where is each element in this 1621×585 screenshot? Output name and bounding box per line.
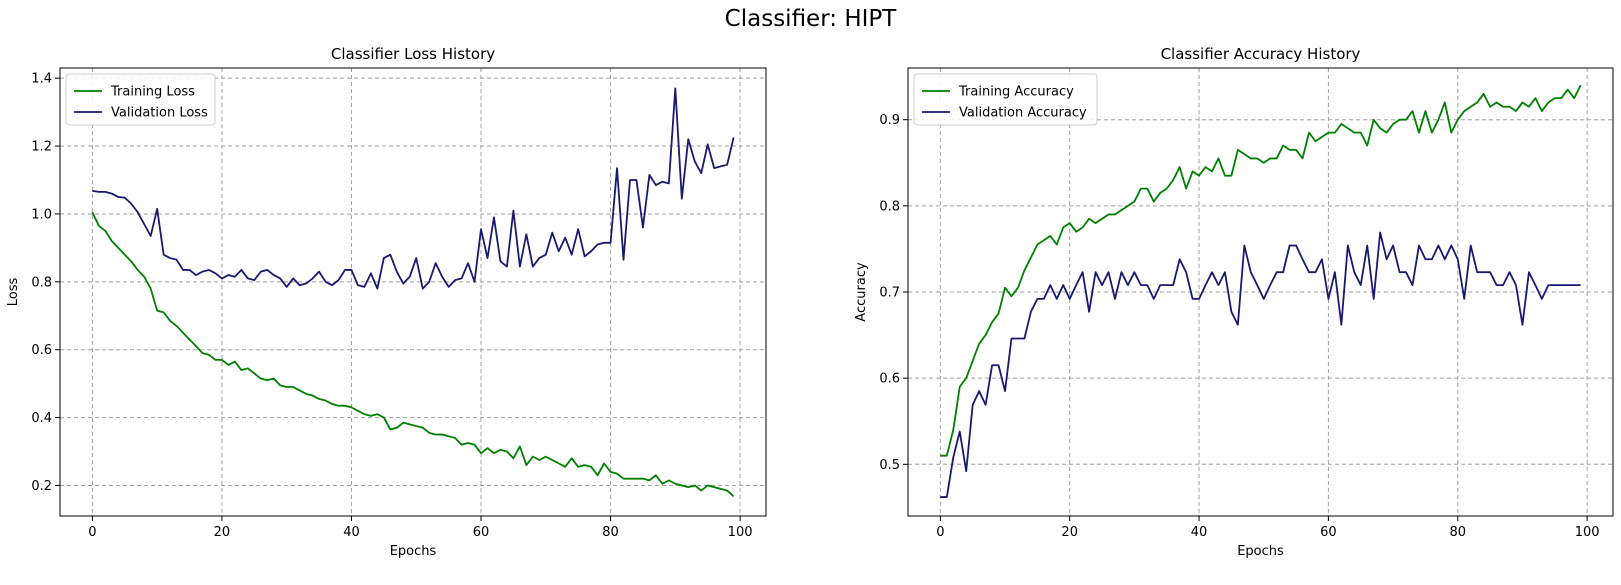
chart-2: Classifier Accuracy History 0 20 40 60 80 100 0… <box>854 45 1614 559</box>
x-tick-label: 0 <box>88 525 96 540</box>
y-tick-label: 0.8 <box>879 199 900 214</box>
x-tick-label: 100 <box>1575 525 1600 540</box>
x-tick-label: 20 <box>1061 525 1078 540</box>
y-tick-label: 0.8 <box>31 275 52 290</box>
y-tick-label: 0.6 <box>879 372 900 387</box>
x-tick-label: 40 <box>343 525 360 540</box>
plot-frame <box>59 67 767 517</box>
y-tick-label: 1.4 <box>31 72 52 87</box>
x-tick-label: 80 <box>602 525 619 540</box>
y-tick-label: 0.4 <box>31 411 52 426</box>
legend-label: Training Accuracy <box>958 85 1074 100</box>
series-line-validation <box>940 231 1581 498</box>
x-tick-label: 40 <box>1191 525 1208 540</box>
series-line-validation <box>92 87 735 290</box>
chart-title: Classifier Accuracy History <box>1161 45 1361 63</box>
series-line-training <box>91 211 735 497</box>
y-axis-label: Loss <box>6 278 21 307</box>
legend-box <box>913 73 1098 126</box>
legend-label: Training Loss <box>110 85 195 100</box>
y-tick-label: 0.9 <box>879 113 900 128</box>
series-line-training <box>940 84 1582 457</box>
legend-box <box>65 73 216 126</box>
y-tick-label: 0.5 <box>879 458 900 473</box>
figure-title: Classifier: HIPT <box>724 6 897 32</box>
chart-1: Classifier Loss History 0 20 40 60 80 100 0.2 0.… <box>6 45 767 559</box>
legend-label: Validation Loss <box>111 106 208 121</box>
x-axis-label: Epochs <box>390 544 437 559</box>
x-tick-label: 20 <box>214 525 231 540</box>
x-tick-label: 60 <box>473 525 490 540</box>
x-tick-label: 100 <box>728 525 753 540</box>
x-tick-label: 80 <box>1449 525 1466 540</box>
y-axis-label: Accuracy <box>854 262 869 322</box>
x-tick-label: 60 <box>1320 525 1337 540</box>
y-tick-label: 1.2 <box>31 140 52 155</box>
x-tick-label: 0 <box>936 525 944 540</box>
x-axis-label: Epochs <box>1237 544 1284 559</box>
y-tick-label: 0.7 <box>879 286 900 301</box>
legend: Training Accuracy Validation Accuracy <box>913 73 1098 126</box>
y-tick-label: 1.0 <box>31 207 52 222</box>
legend-label: Validation Accuracy <box>959 106 1087 121</box>
y-tick-label: 0.2 <box>31 479 52 494</box>
legend: Training Loss Validation Loss <box>65 73 216 126</box>
chart-title: Classifier Loss History <box>331 45 495 63</box>
y-tick-label: 0.6 <box>31 343 52 358</box>
